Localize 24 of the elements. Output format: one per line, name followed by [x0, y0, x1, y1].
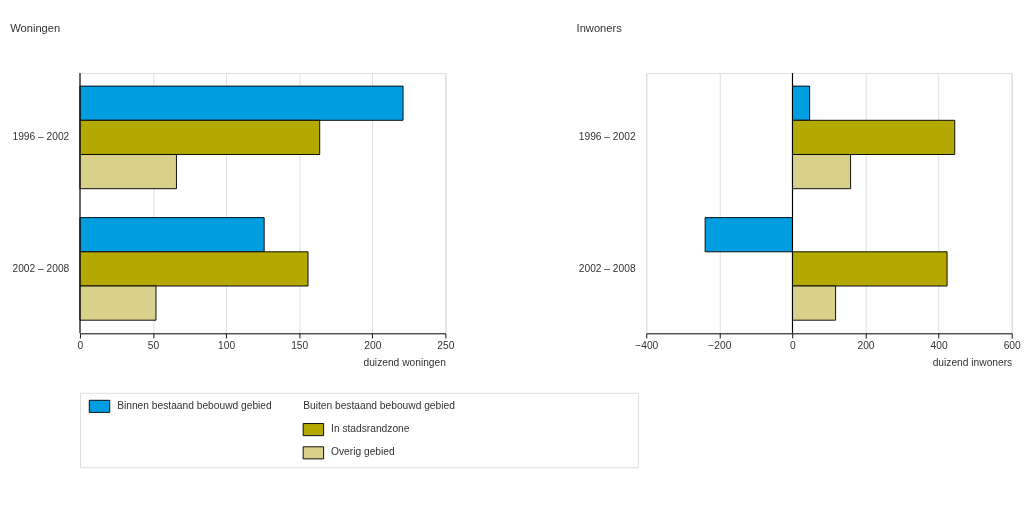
legend-label: In stadsrandzone [331, 422, 410, 434]
x-tick-label: 150 [291, 339, 309, 351]
legend-label: Overig gebied [331, 446, 395, 458]
y-tick-label: 1996 – 2002 [578, 131, 636, 143]
y-tick-label: 2002 – 2008 [578, 262, 636, 274]
x-tick-label: −400 [635, 339, 659, 351]
legend-label: Binnen bestaand bebouwd gebied [117, 399, 273, 411]
x-tick-label: 400 [930, 339, 948, 351]
y-tick-label: 1996 – 2002 [12, 131, 70, 143]
x-tick-label: 0 [790, 339, 797, 351]
chart-title: Inwoners [576, 22, 623, 35]
x-tick-label: 250 [437, 339, 455, 351]
x-tick-label: 50 [147, 339, 160, 351]
x-axis-title: duizend inwoners [932, 357, 1013, 369]
x-tick-label: 100 [218, 339, 236, 351]
x-tick-label: 0 [77, 339, 84, 351]
legend-title: Buiten bestaand bebouwd gebied [303, 399, 456, 411]
x-axis-title: duizend woningen [363, 357, 447, 369]
y-tick-label: 2002 – 2008 [12, 262, 70, 274]
chart-title: Woningen [10, 22, 61, 35]
x-tick-label: 600 [1003, 339, 1022, 351]
x-tick-label: 200 [857, 339, 875, 351]
x-tick-label: 200 [364, 339, 382, 351]
x-tick-label: −200 [708, 339, 732, 351]
